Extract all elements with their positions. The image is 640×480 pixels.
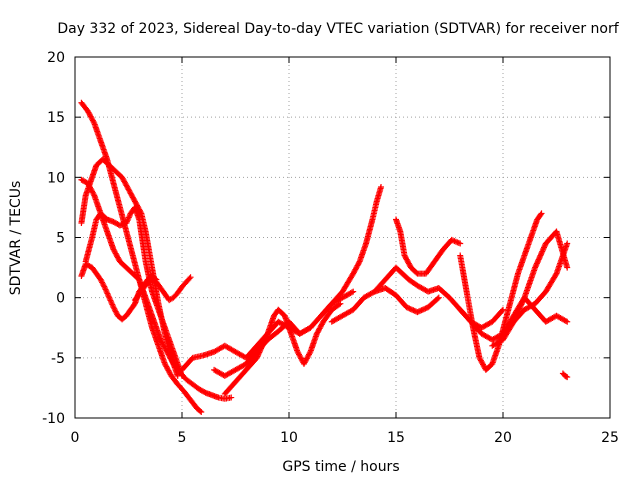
data-point (306, 350, 313, 357)
x-tick-label: 15 (387, 430, 405, 446)
data-point (355, 259, 362, 266)
x-tick-label: 25 (601, 430, 619, 446)
x-tick-label: 20 (494, 430, 512, 446)
y-tick-label: -5 (51, 351, 65, 367)
data-point (562, 317, 569, 324)
data-point (421, 306, 428, 313)
data-point (197, 408, 204, 415)
data-point (499, 307, 506, 314)
data-point (107, 297, 114, 304)
x-tick-label: 10 (280, 430, 298, 446)
y-tick-label: 10 (47, 170, 65, 186)
y-tick-label: 0 (56, 291, 65, 307)
data-point (415, 308, 422, 315)
y-tick-label: 5 (56, 231, 65, 247)
data-point (198, 408, 205, 415)
data-point (123, 218, 130, 225)
data-point (563, 373, 570, 380)
data-point (104, 290, 111, 297)
data-point (418, 307, 425, 314)
data-point (103, 287, 110, 294)
data-point (109, 301, 116, 308)
y-tick-label: 15 (47, 110, 65, 126)
data-point (90, 118, 97, 125)
data-point (106, 294, 113, 301)
data-point (350, 288, 357, 295)
axes: 0 5 10 15 20 25 -10 -5 0 5 10 15 20 (42, 50, 619, 446)
data-point (564, 374, 571, 381)
data-point (336, 301, 343, 308)
data-point (125, 214, 132, 221)
data-point (90, 191, 97, 198)
data-point (406, 305, 413, 312)
data-point (419, 306, 426, 313)
data-point (228, 394, 235, 401)
data-point (537, 211, 544, 218)
data-point (179, 372, 185, 379)
data-point (410, 307, 417, 314)
data-point (457, 240, 464, 247)
data-point (126, 213, 133, 220)
data-point (108, 300, 115, 307)
data-point (407, 306, 414, 313)
data-point (187, 274, 194, 281)
data-point (105, 291, 112, 298)
data-point (137, 209, 144, 216)
data-point (564, 318, 571, 325)
data-point (102, 286, 109, 293)
x-axis-label: GPS time / hours (282, 459, 399, 475)
data-point (564, 264, 571, 271)
y-tick-label: -10 (42, 411, 65, 427)
data-point (123, 220, 130, 227)
data-point (403, 304, 410, 311)
data-point (125, 215, 132, 222)
x-tick-label: 0 (71, 430, 80, 446)
data-point (414, 309, 421, 316)
data-point (434, 295, 441, 302)
data-point (106, 296, 113, 303)
data-point (435, 294, 442, 301)
data-point (105, 293, 112, 300)
x-tick-label: 5 (178, 430, 187, 446)
data-point (378, 183, 385, 190)
data-point (186, 275, 193, 282)
data-point (564, 240, 571, 247)
grid (75, 57, 610, 418)
data-point (409, 306, 416, 313)
data-point (405, 304, 412, 311)
data-points (78, 99, 571, 415)
data-point (103, 289, 110, 296)
data-point (124, 217, 131, 224)
data-point (109, 302, 116, 309)
data-point (108, 298, 115, 305)
data-point (422, 305, 429, 312)
y-tick-label: 20 (47, 50, 65, 66)
data-point (552, 271, 559, 278)
y-axis-label: SDTVAR / TECUs (8, 181, 24, 296)
data-point (417, 307, 424, 314)
data-point (500, 306, 506, 313)
data-point (538, 210, 545, 217)
data-point (348, 289, 355, 296)
data-point (411, 307, 418, 314)
data-point (101, 285, 108, 292)
chart-title: Day 332 of 2023, Sidereal Day-to-day VTE… (57, 21, 619, 37)
